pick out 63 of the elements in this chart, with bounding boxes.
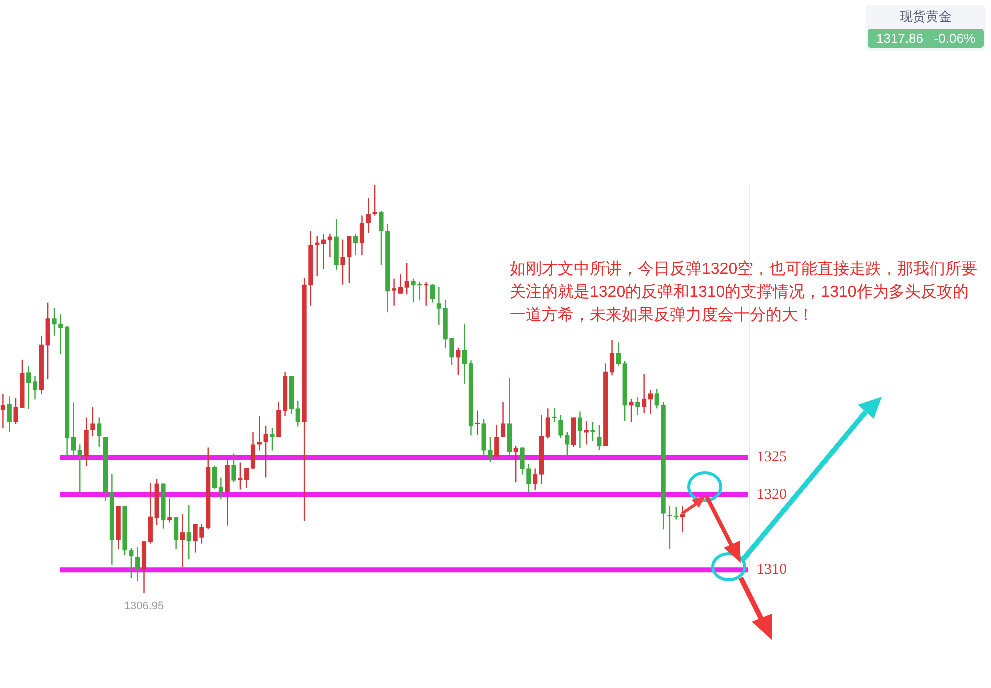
candlestick bbox=[392, 278, 397, 306]
candlestick bbox=[366, 198, 371, 234]
candlestick bbox=[71, 402, 76, 457]
candlestick bbox=[244, 467, 250, 489]
candlestick bbox=[212, 465, 218, 490]
candlestick bbox=[174, 516, 179, 550]
text: 1306.95 bbox=[124, 600, 164, 612]
candlestick bbox=[514, 446, 518, 483]
candlestick bbox=[430, 283, 436, 304]
candlestick bbox=[629, 398, 634, 423]
candlestick bbox=[597, 424, 602, 451]
candlestick bbox=[218, 477, 224, 500]
candlestick bbox=[296, 400, 300, 428]
candlestick bbox=[398, 274, 403, 294]
candlestick bbox=[32, 376, 38, 400]
candlestick bbox=[264, 425, 268, 478]
candlestick bbox=[270, 428, 275, 452]
candlestick bbox=[0, 394, 6, 429]
candlestick bbox=[26, 365, 32, 410]
candlestick bbox=[636, 396, 640, 416]
candlestick bbox=[340, 239, 346, 286]
candlestick bbox=[180, 514, 186, 568]
candlestick bbox=[238, 462, 243, 490]
candlestick bbox=[424, 282, 429, 306]
candlestick bbox=[168, 498, 172, 524]
candlestick bbox=[642, 374, 647, 414]
candlestick bbox=[475, 410, 480, 436]
text: 1317.86 -0.06% bbox=[876, 31, 976, 46]
candlestick bbox=[232, 453, 236, 483]
candlestick bbox=[578, 411, 583, 450]
candlestick bbox=[372, 184, 378, 216]
candlestick bbox=[500, 401, 506, 438]
text: 现货黄金 bbox=[900, 9, 952, 24]
candlestick bbox=[552, 407, 557, 423]
candlestick bbox=[533, 468, 538, 492]
candlestick bbox=[648, 389, 654, 415]
candlestick bbox=[360, 215, 365, 256]
candlestick bbox=[379, 210, 384, 266]
y-tick-label: 1310 bbox=[757, 562, 787, 578]
y-tick-label: 1325 bbox=[757, 450, 787, 466]
candlestick bbox=[436, 286, 442, 326]
candlestick bbox=[456, 347, 461, 376]
candlestick bbox=[90, 406, 96, 438]
candlestick bbox=[136, 546, 140, 582]
candlestick bbox=[616, 342, 621, 367]
candlestick bbox=[347, 235, 352, 284]
candlestick bbox=[321, 234, 326, 270]
candlestick bbox=[328, 233, 332, 258]
candlestick bbox=[546, 408, 550, 440]
candlestick bbox=[590, 422, 596, 442]
candlestick bbox=[7, 396, 12, 433]
candlestick bbox=[462, 323, 468, 385]
candlestick bbox=[494, 424, 500, 458]
candlestick bbox=[610, 340, 615, 376]
candlestick bbox=[354, 234, 358, 256]
candlestick bbox=[680, 506, 686, 534]
candlestick bbox=[129, 548, 134, 579]
candlestick bbox=[97, 417, 102, 448]
candlestick bbox=[404, 262, 410, 296]
candlestick bbox=[78, 444, 82, 494]
candlestick bbox=[654, 388, 660, 410]
candlestick bbox=[186, 504, 192, 560]
y-tick-label: 1320 bbox=[757, 487, 787, 504]
